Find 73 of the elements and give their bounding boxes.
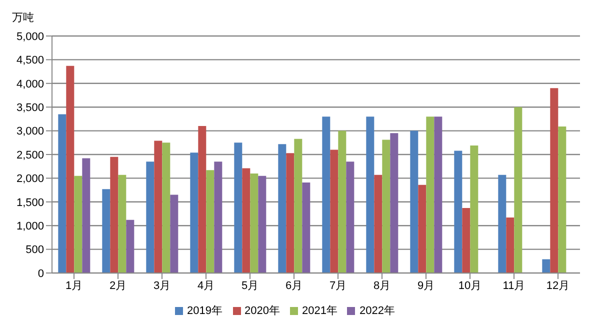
bar [382,140,390,273]
y-tick-label: 1,000 [16,220,44,233]
x-tick-label: 9月 [417,280,435,292]
bar [278,144,286,273]
bar [154,140,162,273]
bar [498,174,506,273]
y-tick-label: 500 [26,244,44,256]
bar [286,153,294,273]
x-tick-label: 12月 [546,280,570,292]
bar [214,162,222,273]
y-tick-label: 1,500 [16,196,44,209]
bar [330,150,338,273]
y-tick-label: 3,500 [16,102,44,114]
bar [58,114,66,273]
bar [542,259,550,273]
legend-label: 2022年 [359,305,395,317]
y-tick-label: 4,500 [16,54,44,67]
x-tick-label: 8月 [373,280,391,292]
bar [74,176,82,273]
y-tick-label: 2,000 [16,173,44,186]
bar [206,170,214,273]
x-tick-label: 5月 [241,280,259,292]
bar [366,116,374,273]
bar [126,220,134,273]
bar [418,184,426,273]
x-tick-label: 10月 [458,280,482,292]
bar [66,66,74,273]
bar [338,130,346,273]
bar [198,126,206,273]
bar [190,152,198,273]
bar [390,133,398,273]
bar [302,182,310,273]
x-tick-label: 4月 [197,280,215,292]
x-tick-label: 3月 [153,280,171,292]
bar [170,194,178,273]
bar [146,162,154,273]
y-tick-label: 0 [38,268,44,280]
bar [242,168,250,273]
y-tick-label: 2,500 [16,149,44,162]
bar [410,130,418,273]
bar [454,150,462,273]
x-tick-label: 7月 [329,280,347,292]
bar [110,156,118,273]
bar [102,189,110,273]
x-tick-label: 1月 [65,280,83,292]
y-tick-label: 4,000 [16,78,44,90]
legend-label: 2021年 [302,305,338,317]
legend-label: 2019年 [187,305,223,317]
bar [550,88,558,273]
bar [426,116,434,273]
bar [322,116,330,273]
bar [374,174,382,273]
y-tick-label: 3,000 [16,126,44,138]
y-tick-label: 5,000 [16,30,44,43]
bar [258,176,266,273]
x-tick-label: 2月 [109,280,127,292]
bar [434,116,442,273]
bar [234,142,242,273]
legend-label: 2020年 [244,305,280,317]
bar [346,162,354,273]
bar [118,174,126,273]
x-tick-label: 11月 [502,280,526,292]
bar [294,138,302,273]
bar [514,107,522,273]
x-tick-label: 6月 [285,280,303,292]
y-axis-title: 万吨 [12,11,34,25]
bar [462,208,470,273]
bar [162,142,170,273]
bar [506,218,514,273]
bar [82,158,90,273]
bar [250,173,258,273]
bar [558,126,566,273]
bar [470,145,478,273]
